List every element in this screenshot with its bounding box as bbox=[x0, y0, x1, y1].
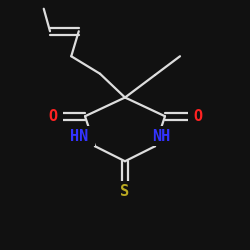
FancyBboxPatch shape bbox=[188, 106, 208, 126]
FancyBboxPatch shape bbox=[62, 126, 95, 146]
Text: O: O bbox=[48, 109, 57, 124]
Text: O: O bbox=[193, 109, 202, 124]
Text: NH: NH bbox=[152, 129, 171, 144]
Text: HN: HN bbox=[70, 129, 88, 144]
FancyBboxPatch shape bbox=[145, 126, 178, 146]
FancyBboxPatch shape bbox=[115, 181, 135, 201]
Text: S: S bbox=[120, 184, 130, 199]
FancyBboxPatch shape bbox=[42, 106, 62, 126]
